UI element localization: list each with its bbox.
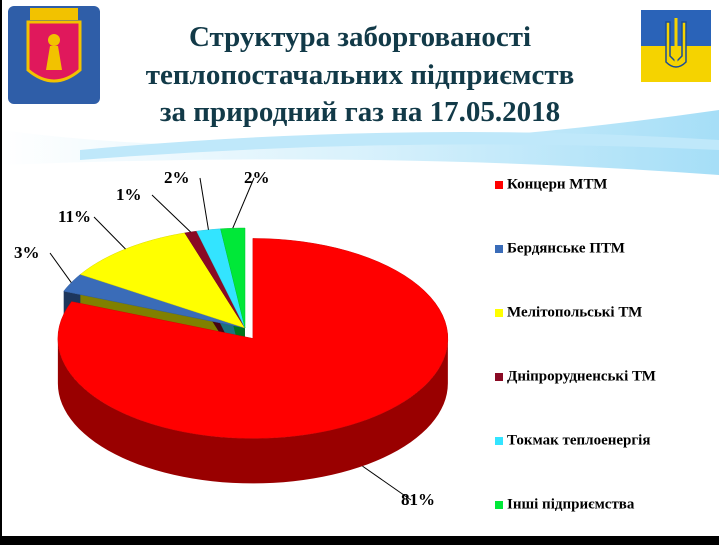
leader-line [232,177,255,229]
legend-label: Дніпрорудненські ТМ [507,368,656,384]
legend-label: Бердянське ПТМ [507,240,625,256]
swoosh-line [80,132,719,160]
data-label: 1% [116,185,142,204]
bottom-bar [0,536,719,545]
leader-line [151,194,191,233]
legend-label: Токмак теплоенергія [507,432,650,448]
data-label: 11% [58,207,91,226]
title-line: Структура заборгованості [189,21,531,53]
legend: Концерн МТМ Бердянське ПТМ Мелітопольські … [495,176,656,512]
pie: 81% 3% 11% 1% 2% 2% [14,168,449,509]
title-line: за природний газ на 17.05.2018 [160,96,560,128]
legend-marker [495,309,503,317]
slice-side [57,338,448,484]
leader-line [49,252,72,283]
data-label: 2% [244,168,270,187]
legend-label: Інші підприємства [507,496,635,512]
leader-line [93,216,126,250]
swoosh [0,110,719,175]
slice [184,230,246,329]
data-label: 3% [14,243,40,262]
leader-line [199,177,209,230]
leader-line [362,465,412,501]
legend-marker [495,437,503,445]
legend-marker [495,181,503,189]
title-line: теплопостачальних підприємств [146,59,575,91]
data-label: 2% [164,168,190,187]
slice [57,238,449,439]
data-label: 81% [401,490,435,509]
legend-marker [495,373,503,381]
legend-marker [495,501,503,509]
left-bar [0,0,2,545]
coat-of-arms [8,6,100,104]
legend-marker [495,245,503,253]
flag-emblem [641,10,711,82]
legend-label: Мелітопольські ТМ [507,304,642,320]
slice [63,274,246,329]
legend-label: Концерн МТМ [507,176,607,192]
